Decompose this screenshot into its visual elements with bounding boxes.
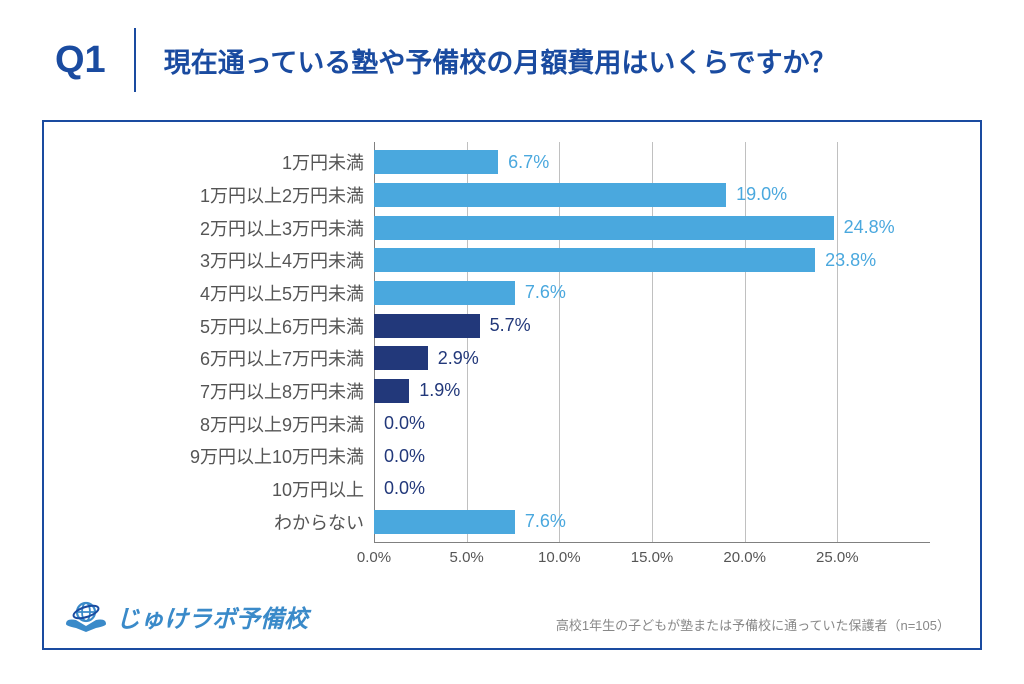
bar [374, 314, 480, 338]
bar-value-label: 1.9% [419, 380, 460, 401]
header-divider [134, 28, 136, 92]
plot-area: 1万円未満6.7% 1万円以上2万円未満19.0% 2万円以上3万円未満24.8% 3… [374, 142, 930, 542]
bar-value-label: 7.6% [525, 511, 566, 532]
bar-value-label: 2.9% [438, 348, 479, 369]
question-title: 現在通っている塾や予備校の月額費用はいくらですか？ [164, 41, 837, 80]
logo: じゅけラボ予備校 [64, 598, 308, 634]
bar-row: 7万円以上8万円未満1.9% [374, 379, 930, 403]
bar-value-label: 7.6% [525, 282, 566, 303]
sample-note: 高校1年生の子どもが塾または予備校に通っていた保護者（n=105） [556, 615, 950, 634]
x-axis-tick-label: 25.0% [816, 549, 859, 566]
chart-footer: じゅけラボ予備校 高校1年生の子どもが塾または予備校に通っていた保護者（n=10… [64, 598, 950, 634]
bar-value-label: 0.0% [384, 446, 425, 467]
bar [374, 281, 515, 305]
bar-category-label: 4万円以上5万円未満 [64, 280, 364, 306]
chart-area: 1万円未満6.7%1万円以上2万円未満19.0%2万円以上3万円未満24.8%3… [64, 142, 940, 572]
bar-value-label: 0.0% [384, 413, 425, 434]
x-axis-tick-label: 20.0% [723, 549, 766, 566]
question-number: Q1 [55, 39, 106, 82]
bar-category-label: 1万円未満 [64, 149, 364, 175]
bar [374, 216, 834, 240]
bar-value-label: 6.7% [508, 152, 549, 173]
bar-value-label: 24.8% [844, 217, 895, 238]
bar-row: 4万円以上5万円未満7.6% [374, 281, 930, 305]
bar-row: 1万円未満6.7% [374, 150, 930, 174]
bar-category-label: わからない [64, 509, 364, 535]
bar-category-label: 10万円以上 [64, 476, 364, 502]
bar-row: 10万円以上0.0% [374, 477, 930, 501]
bar-row: 9万円以上10万円未満0.0% [374, 444, 930, 468]
bar-row: 2万円以上3万円未満24.8% [374, 216, 930, 240]
bar-category-label: 6万円以上7万円未満 [64, 345, 364, 371]
bar-category-label: 8万円以上9万円未満 [64, 411, 364, 437]
bar-category-label: 5万円以上6万円未満 [64, 313, 364, 339]
x-axis-tick-label: 15.0% [631, 549, 674, 566]
bar-value-label: 5.7% [490, 315, 531, 336]
bar-row: 5万円以上6万円未満5.7% [374, 314, 930, 338]
bar-row: わからない7.6% [374, 510, 930, 534]
bar-row: 3万円以上4万円未満23.8% [374, 248, 930, 272]
bar-category-label: 7万円以上8万円未満 [64, 378, 364, 404]
x-axis: 0.0%5.0%10.0%15.0%20.0%25.0% [374, 542, 930, 572]
bar-row: 1万円以上2万円未満19.0% [374, 183, 930, 207]
book-globe-icon [64, 598, 108, 634]
bar [374, 183, 726, 207]
bar-category-label: 3万円以上4万円未満 [64, 247, 364, 273]
bar [374, 150, 498, 174]
bar-category-label: 9万円以上10万円未満 [64, 443, 364, 469]
bar-value-label: 23.8% [825, 250, 876, 271]
bar-category-label: 1万円以上2万円未満 [64, 182, 364, 208]
bar [374, 379, 409, 403]
bar-row: 6万円以上7万円未満2.9% [374, 346, 930, 370]
x-axis-tick-label: 10.0% [538, 549, 581, 566]
bar-value-label: 19.0% [736, 184, 787, 205]
bar [374, 346, 428, 370]
bar-value-label: 0.0% [384, 478, 425, 499]
chart-container: 1万円未満6.7%1万円以上2万円未満19.0%2万円以上3万円未満24.8%3… [42, 120, 982, 650]
bar-row: 8万円以上9万円未満0.0% [374, 412, 930, 436]
bar [374, 510, 515, 534]
logo-text: じゅけラボ予備校 [116, 599, 308, 634]
x-axis-tick-label: 0.0% [357, 549, 391, 566]
bar-category-label: 2万円以上3万円未満 [64, 215, 364, 241]
bar [374, 248, 815, 272]
x-axis-tick-label: 5.0% [450, 549, 484, 566]
bars-container: 1万円未満6.7% 1万円以上2万円未満19.0% 2万円以上3万円未満24.8% 3… [374, 142, 930, 542]
header: Q1 現在通っている塾や予備校の月額費用はいくらですか？ [0, 0, 1024, 120]
